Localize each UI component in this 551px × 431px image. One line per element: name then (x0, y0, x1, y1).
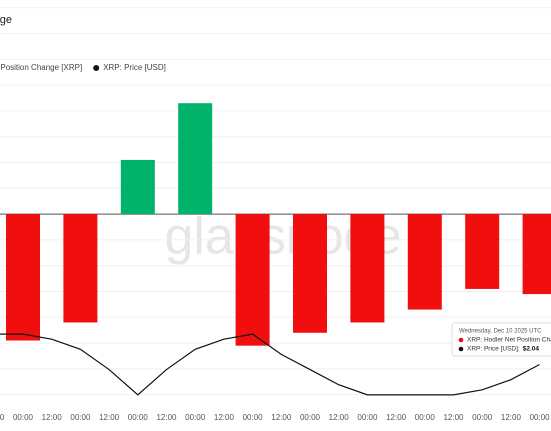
x-tick-label: 00:00 (530, 413, 551, 422)
tooltip-box (451, 322, 551, 357)
tooltip: Wednesday, Dec 10 2025 UTC XRP: Hodler Ne… (451, 322, 551, 357)
x-tick-label: 12:00 (99, 413, 120, 422)
bar (465, 214, 500, 289)
x-tick-label: 12:00 (0, 413, 5, 422)
x-tick-label: 12:00 (214, 413, 235, 422)
x-tick-label: 00:00 (70, 413, 91, 422)
tooltip-label: XRP: Price [USD]: (467, 346, 520, 353)
tooltip-dot (458, 346, 464, 352)
x-tick-label: 00:00 (185, 413, 206, 422)
price-line (0, 333, 540, 396)
bar (178, 103, 213, 215)
bar (235, 214, 270, 346)
x-tick-label: 00:00 (300, 413, 321, 422)
tooltip-value: $2.04 (523, 346, 540, 353)
x-tick-label: 00:00 (415, 413, 436, 422)
x-tick-label: 12:00 (386, 413, 407, 422)
x-tick-label: 00:00 (472, 413, 493, 422)
x-tick-label: 00:00 (128, 413, 149, 422)
x-tick-label: 00:00 (243, 413, 264, 422)
legend-label: XRP: Price [USD] (103, 63, 166, 72)
bar (522, 214, 551, 295)
x-tick-label: 00:00 (357, 413, 378, 422)
legend-dot (93, 65, 100, 71)
tooltip-label: XRP: Hodler Net Position Cha (467, 337, 551, 344)
x-tick-label: 00:00 (13, 413, 34, 422)
bar (293, 214, 327, 333)
bar (350, 214, 385, 323)
x-tick-label: 12:00 (443, 413, 464, 422)
tooltip-date: Wednesday, Dec 10 2025 UTC (459, 329, 542, 335)
x-tick-label: 12:00 (156, 413, 177, 422)
bar (407, 214, 442, 310)
tooltip-dot (458, 337, 464, 343)
x-tick-label: 12:00 (42, 413, 63, 422)
x-tick-label: 12:00 (271, 413, 292, 422)
x-tick-label: 12:00 (329, 413, 350, 422)
chart-title: XRP: Hodler Net Position Change (0, 14, 12, 26)
legend-label: XRP: Hodler Net Position Change [XRP] (0, 63, 82, 72)
bar (63, 214, 98, 323)
bar (6, 214, 40, 341)
bar (120, 159, 155, 215)
x-tick-label: 12:00 (501, 413, 522, 422)
